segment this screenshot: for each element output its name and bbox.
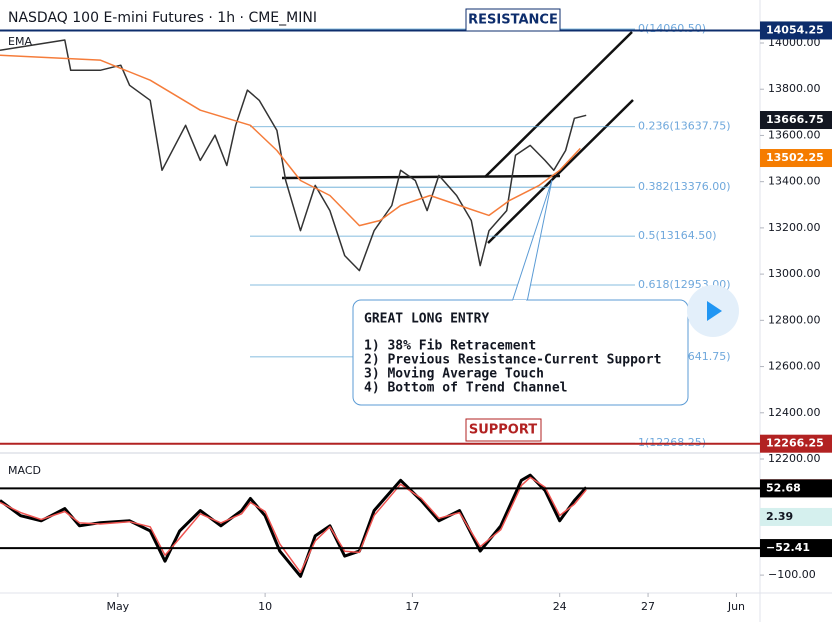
y-tick-label: 13200.00 xyxy=(768,221,821,234)
play-icon xyxy=(707,301,722,321)
level-label: 14054.25 xyxy=(766,23,824,36)
x-tick-label: 24 xyxy=(553,600,567,613)
y-tick-label: 13000.00 xyxy=(768,267,821,280)
level-tag xyxy=(760,434,832,453)
channel-top xyxy=(484,31,633,178)
fib-label: 0.236(13637.75) xyxy=(638,120,731,133)
series-line xyxy=(0,39,587,272)
macd-title: MACD xyxy=(8,464,41,477)
x-tick-label: May xyxy=(106,600,129,613)
callout-line: 1) 38% Fib Retracement xyxy=(364,339,536,354)
level-tag xyxy=(760,507,832,526)
y-tick-label: 12600.00 xyxy=(768,360,821,373)
callout-line: 2) Previous Resistance-Current Support xyxy=(364,353,661,368)
y-tick-label: 12400.00 xyxy=(768,406,821,419)
callout-line: 3) Moving Average Touch xyxy=(364,367,544,382)
y-tick-label: 13400.00 xyxy=(768,175,821,188)
level-tag xyxy=(760,21,832,40)
level-label: 52.68 xyxy=(766,481,801,494)
x-tick-label: 27 xyxy=(641,600,655,613)
callout: GREAT LONG ENTRY 1) 38% Fib Retracement … xyxy=(352,179,689,406)
level-tag xyxy=(760,479,832,498)
resistance-box xyxy=(465,8,561,32)
series-line xyxy=(0,476,587,574)
y-tick-label: 12200.00 xyxy=(768,452,821,465)
chart-title: NASDAQ 100 E-mini Futures · 1h · CME_MIN… xyxy=(8,10,317,26)
callout-line: 4) Bottom of Trend Channel xyxy=(364,381,568,396)
fib-label: 0.5(13164.50) xyxy=(638,229,717,242)
annotation: SUPPORT xyxy=(469,423,537,438)
level-tag xyxy=(760,111,832,130)
level-tag xyxy=(760,149,832,168)
annotation: RESISTANCE xyxy=(468,13,558,28)
y-tick-label: 13800.00 xyxy=(768,82,821,95)
y-tick-label: −100.00 xyxy=(768,568,816,581)
level-label: 13666.75 xyxy=(766,113,824,126)
support-box xyxy=(465,418,542,442)
legend-label: EMA xyxy=(8,35,32,48)
x-tick-label: 10 xyxy=(258,600,272,613)
level-label: 2.39 xyxy=(766,510,793,523)
fib-label: 0.382(13376.00) xyxy=(638,180,731,193)
trend-lines xyxy=(281,31,634,244)
level-tag xyxy=(760,539,832,558)
support-line xyxy=(281,174,561,180)
y-tick-label: 13600.00 xyxy=(768,128,821,141)
y-tick-label: 12800.00 xyxy=(768,313,821,326)
callout-title: GREAT LONG ENTRY xyxy=(364,312,489,327)
fib-label: 0(14060.50) xyxy=(638,22,706,35)
level-label: 13502.25 xyxy=(766,151,824,164)
level-label: 12266.25 xyxy=(766,437,824,450)
channel-bottom xyxy=(487,99,634,244)
x-tick-label: 17 xyxy=(405,600,419,613)
x-tick-label: Jun xyxy=(727,600,745,613)
series-line xyxy=(0,54,581,227)
level-label: −52.41 xyxy=(766,541,810,554)
